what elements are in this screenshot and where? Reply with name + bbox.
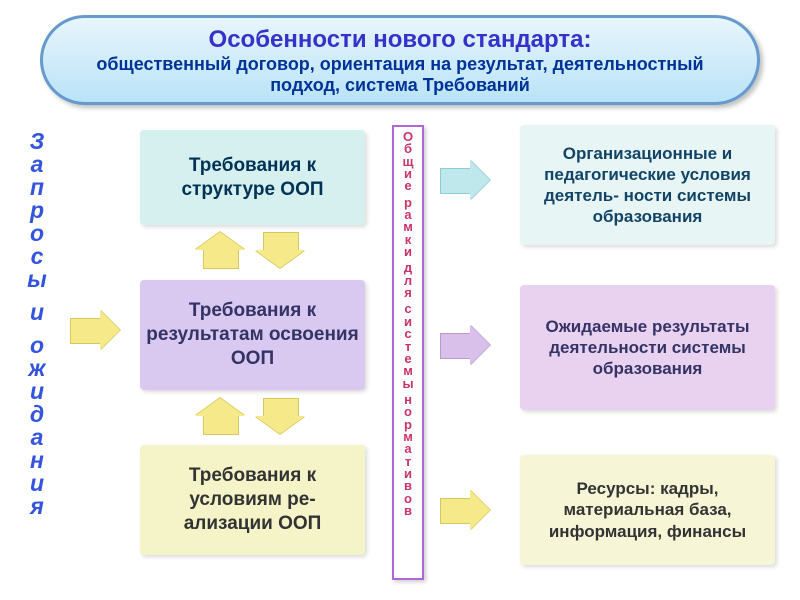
box-expected-results: Ожидаемые результаты деятельности систем… [520,285,775,410]
box-label: Ресурсы: кадры, материальная база, инфор… [526,478,769,542]
box-conditions-requirements: Требования к условиям ре- ализации ООП [140,445,365,555]
box-label: Требования к результатам освоения ООП [146,299,359,370]
arrow-left-to-mid [70,310,120,350]
box-label: Ожидаемые результаты деятельности систем… [526,316,769,380]
arrow-to-right-3 [440,490,490,530]
box-label: Требования к структуре ООП [146,154,359,202]
center-vertical-pillar: Общие рамки для системы нормативов [392,125,424,580]
arrow-box2-down [255,398,305,434]
box-organizational-conditions: Организационные и педагогические условия… [520,125,775,245]
arrow-to-right-2 [440,325,490,365]
arrow-box1-down [255,232,305,268]
left-vertical-label: Запросы и ожидания [22,130,52,518]
arrow-box2-up [195,232,245,268]
arrow-box3-up [195,398,245,434]
box-label: Организационные и педагогические условия… [526,143,769,228]
header-title: Особенности нового стандарта: [73,26,727,54]
box-resources: Ресурсы: кадры, материальная база, инфор… [520,455,775,565]
box-structure-requirements: Требования к структуре ООП [140,130,365,225]
header-pill: Особенности нового стандарта: общественн… [40,15,760,105]
box-results-requirements: Требования к результатам освоения ООП [140,280,365,390]
box-label: Требования к условиям ре- ализации ООП [146,464,359,535]
arrow-to-right-1 [440,160,490,200]
header-subtitle: общественный договор, ориентация на резу… [73,54,727,96]
